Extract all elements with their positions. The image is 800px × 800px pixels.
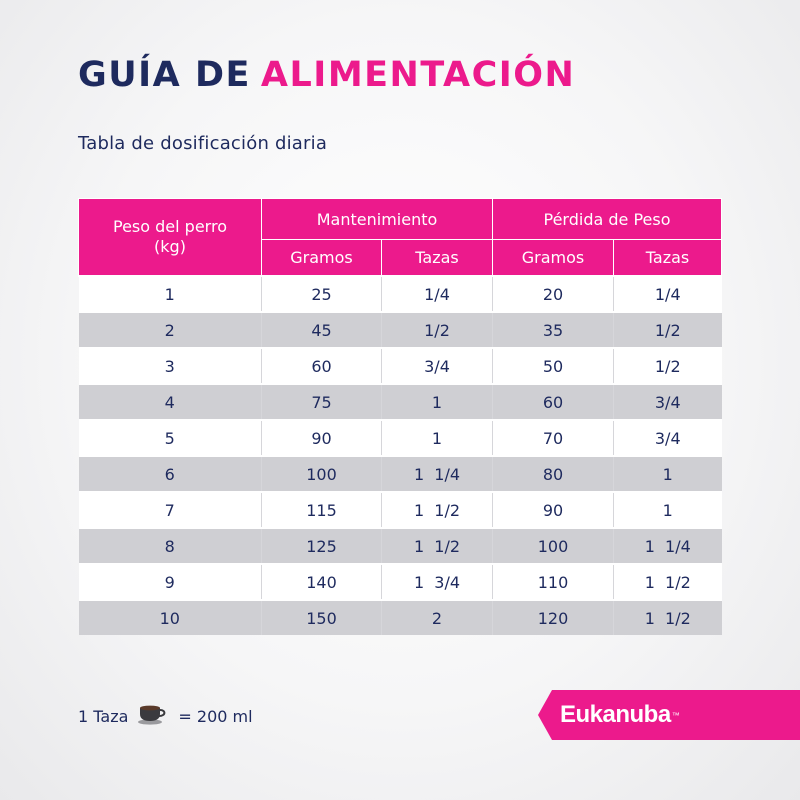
table-row: 7 115 1 1/2 90 1 — [78, 491, 722, 528]
cell-maint-grams: 75 — [261, 383, 382, 420]
dosage-table-body: 1 25 1/4 20 1/4 2 45 1/2 35 1/2 3 60 3/4 50 1/2 4 75 1 60 3… — [78, 275, 722, 635]
cell-maint-grams: 45 — [261, 311, 382, 348]
cell-loss-cups: 1 1/2 — [613, 599, 722, 635]
cell-weight: 2 — [78, 311, 262, 348]
brand-trademark: ™ — [671, 710, 680, 720]
cell-weight: 6 — [78, 455, 262, 492]
subheader-grams: Gramos — [492, 239, 614, 277]
cup-label: 1 Taza — [78, 706, 129, 726]
cell-loss-grams: 60 — [492, 383, 614, 420]
cell-weight: 8 — [78, 527, 262, 564]
coffee-cup-icon — [138, 703, 168, 729]
cell-loss-cups: 1/2 — [613, 311, 722, 348]
cell-maint-cups: 3/4 — [381, 347, 493, 384]
header-weight-line2: (kg) — [154, 237, 186, 256]
table-row: 9 140 1 3/4 110 1 1/2 — [78, 563, 722, 600]
header-maintenance: Mantenimiento — [261, 198, 493, 240]
cell-maint-cups: 1 1/4 — [381, 455, 493, 492]
cell-weight: 10 — [78, 599, 262, 635]
cup-equivalence: = 200 ml — [178, 706, 253, 726]
page-subtitle: Tabla de dosificación diaria — [78, 133, 328, 154]
header-weight: Peso del perro (kg) — [78, 198, 262, 277]
cell-loss-cups: 3/4 — [613, 383, 722, 420]
title-part-1: GUÍA DE — [78, 55, 251, 95]
subheader-cups: Tazas — [613, 239, 722, 277]
cell-loss-cups: 1 — [613, 455, 722, 492]
cell-loss-grams: 35 — [492, 311, 614, 348]
cell-maint-cups: 1 — [381, 419, 493, 456]
cell-weight: 4 — [78, 383, 262, 420]
cell-loss-grams: 110 — [492, 563, 614, 600]
cell-maint-cups: 1 1/2 — [381, 491, 493, 528]
page-title: GUÍA DE ALIMENTACIÓN — [78, 58, 575, 93]
subheader-cups: Tazas — [381, 239, 493, 277]
cell-loss-cups: 3/4 — [613, 419, 722, 456]
cell-maint-grams: 90 — [261, 419, 382, 456]
header-weight-line1: Peso del perro — [113, 217, 227, 236]
cell-weight: 9 — [78, 563, 262, 600]
dosage-table: Peso del perro (kg) Mantenimiento Pérdid… — [78, 198, 722, 635]
cell-maint-cups: 1 1/2 — [381, 527, 493, 564]
brand-logo: Eukanuba ™ — [538, 690, 800, 740]
cell-loss-grams: 100 — [492, 527, 614, 564]
cell-loss-cups: 1 — [613, 491, 722, 528]
cell-maint-cups: 2 — [381, 599, 493, 635]
cell-maint-grams: 150 — [261, 599, 382, 635]
cell-maint-grams: 25 — [261, 275, 382, 312]
cell-weight: 3 — [78, 347, 262, 384]
table-row: 5 90 1 70 3/4 — [78, 419, 722, 456]
cell-maint-cups: 1/2 — [381, 311, 493, 348]
cell-maint-grams: 100 — [261, 455, 382, 492]
cell-loss-cups: 1/4 — [613, 275, 722, 312]
cell-loss-cups: 1 1/2 — [613, 563, 722, 600]
cell-maint-grams: 115 — [261, 491, 382, 528]
cell-weight: 1 — [78, 275, 262, 312]
cell-loss-grams: 80 — [492, 455, 614, 492]
cell-loss-cups: 1/2 — [613, 347, 722, 384]
cell-maint-grams: 125 — [261, 527, 382, 564]
cell-loss-grams: 50 — [492, 347, 614, 384]
cell-loss-grams: 70 — [492, 419, 614, 456]
cup-legend: 1 Taza = 200 ml — [78, 703, 253, 729]
cell-maint-grams: 60 — [261, 347, 382, 384]
cell-loss-grams: 90 — [492, 491, 614, 528]
title-part-2: ALIMENTACIÓN — [260, 55, 576, 95]
table-row: 10 150 2 120 1 1/2 — [78, 599, 722, 635]
table-row: 2 45 1/2 35 1/2 — [78, 311, 722, 348]
subheader-grams: Gramos — [261, 239, 382, 277]
cell-maint-grams: 140 — [261, 563, 382, 600]
table-row: 1 25 1/4 20 1/4 — [78, 275, 722, 312]
cell-loss-cups: 1 1/4 — [613, 527, 722, 564]
header-weight-loss: Pérdida de Peso — [492, 198, 722, 240]
cell-maint-cups: 1 — [381, 383, 493, 420]
table-row: 4 75 1 60 3/4 — [78, 383, 722, 420]
table-row: 8 125 1 1/2 100 1 1/4 — [78, 527, 722, 564]
cell-maint-cups: 1 3/4 — [381, 563, 493, 600]
table-row: 6 100 1 1/4 80 1 — [78, 455, 722, 492]
brand-name: Eukanuba — [560, 701, 671, 728]
cell-loss-grams: 120 — [492, 599, 614, 635]
cell-weight: 5 — [78, 419, 262, 456]
cell-weight: 7 — [78, 491, 262, 528]
cell-maint-cups: 1/4 — [381, 275, 493, 312]
table-row: 3 60 3/4 50 1/2 — [78, 347, 722, 384]
cell-loss-grams: 20 — [492, 275, 614, 312]
